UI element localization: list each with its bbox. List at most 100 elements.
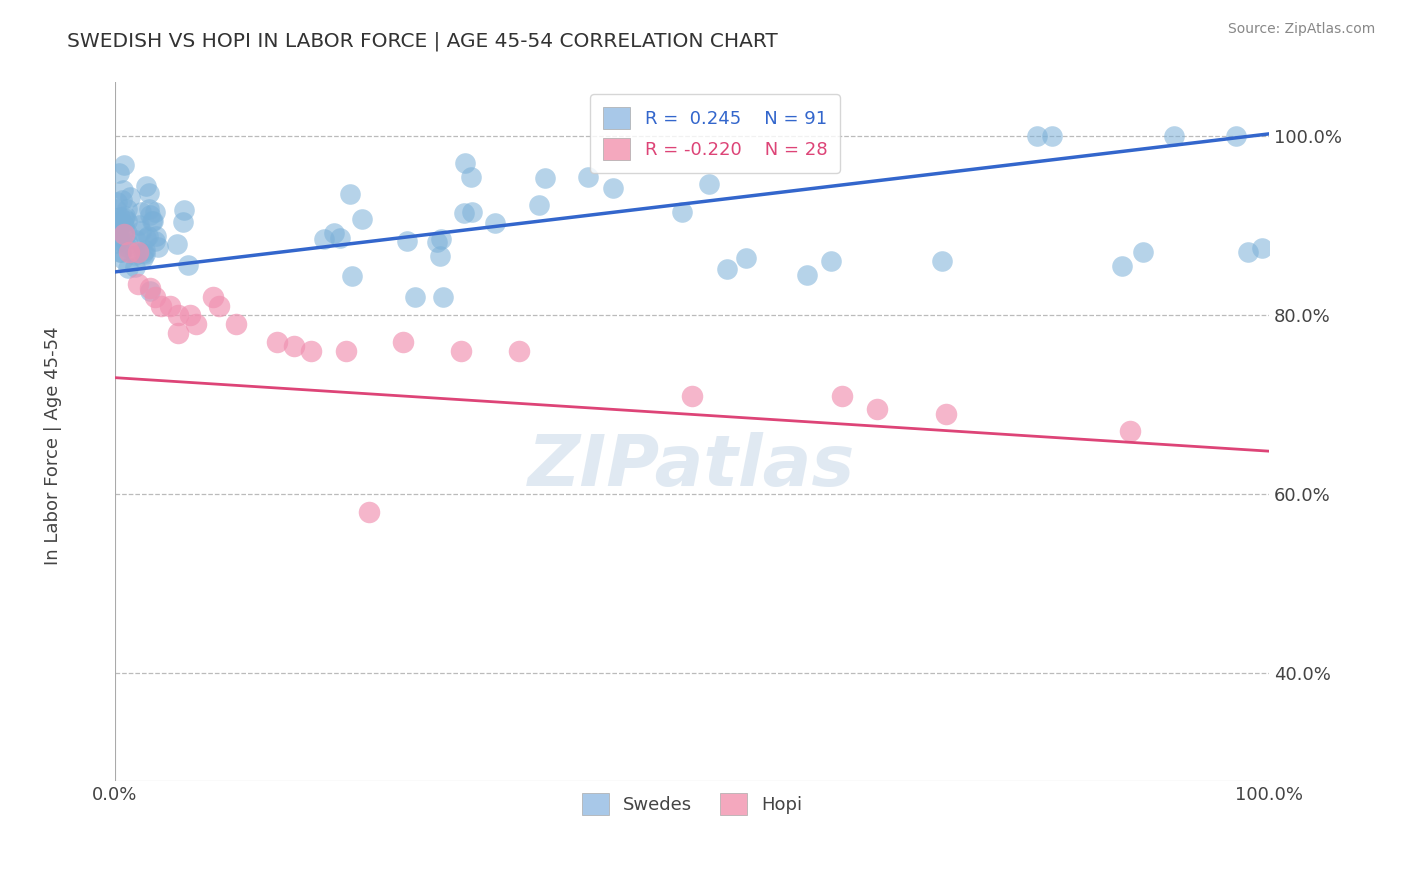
Point bbox=[138, 281, 160, 295]
Point bbox=[1119, 425, 1142, 439]
Point bbox=[112, 225, 135, 239]
Point bbox=[129, 205, 152, 219]
Point bbox=[576, 169, 599, 184]
Point bbox=[430, 232, 453, 246]
Point bbox=[112, 159, 135, 173]
Point bbox=[314, 232, 336, 246]
Point bbox=[111, 194, 134, 208]
Point bbox=[112, 211, 135, 225]
Point bbox=[145, 290, 167, 304]
Point bbox=[1237, 245, 1260, 260]
Point bbox=[716, 262, 738, 277]
Point bbox=[132, 252, 155, 266]
Point bbox=[177, 258, 200, 272]
Point bbox=[105, 194, 128, 209]
Point bbox=[107, 228, 129, 243]
Point bbox=[127, 245, 149, 260]
Point bbox=[108, 227, 131, 242]
Point bbox=[105, 235, 128, 250]
Point bbox=[1111, 259, 1133, 273]
Point bbox=[831, 388, 853, 402]
Point bbox=[508, 343, 530, 358]
Point bbox=[172, 214, 194, 228]
Point bbox=[225, 317, 247, 331]
Point bbox=[159, 299, 181, 313]
Point bbox=[681, 388, 703, 402]
Point bbox=[484, 216, 506, 230]
Point bbox=[111, 216, 134, 230]
Point bbox=[1225, 128, 1247, 143]
Point bbox=[1250, 241, 1272, 255]
Point bbox=[138, 208, 160, 222]
Point bbox=[108, 244, 131, 259]
Point bbox=[148, 240, 170, 254]
Point bbox=[453, 206, 475, 220]
Point bbox=[117, 261, 139, 276]
Point bbox=[134, 243, 156, 257]
Point bbox=[404, 290, 426, 304]
Point bbox=[104, 215, 127, 229]
Point bbox=[454, 155, 477, 169]
Point bbox=[166, 237, 188, 252]
Point bbox=[671, 204, 693, 219]
Point bbox=[339, 187, 361, 202]
Point bbox=[115, 226, 138, 240]
Point bbox=[460, 169, 482, 184]
Point bbox=[112, 183, 135, 197]
Point bbox=[118, 190, 141, 204]
Point bbox=[136, 229, 159, 244]
Point bbox=[266, 334, 288, 349]
Point bbox=[340, 268, 363, 283]
Point bbox=[931, 254, 953, 268]
Point bbox=[527, 198, 550, 212]
Point bbox=[1040, 128, 1063, 143]
Point bbox=[117, 202, 139, 216]
Point bbox=[426, 235, 449, 250]
Point bbox=[395, 234, 418, 248]
Point bbox=[335, 343, 357, 358]
Point bbox=[392, 334, 415, 349]
Point bbox=[128, 218, 150, 232]
Point bbox=[1132, 245, 1154, 260]
Point bbox=[108, 166, 131, 180]
Point bbox=[108, 233, 131, 247]
Text: ZIPatlas: ZIPatlas bbox=[529, 432, 856, 501]
Point bbox=[117, 237, 139, 252]
Point bbox=[1026, 128, 1049, 143]
Point bbox=[132, 246, 155, 260]
Point bbox=[184, 317, 207, 331]
Point bbox=[323, 227, 346, 241]
Text: SWEDISH VS HOPI IN LABOR FORCE | AGE 45-54 CORRELATION CHART: SWEDISH VS HOPI IN LABOR FORCE | AGE 45-… bbox=[67, 31, 779, 51]
Point bbox=[429, 249, 451, 263]
Point bbox=[142, 213, 165, 227]
Point bbox=[115, 214, 138, 228]
Point bbox=[820, 254, 842, 268]
Point bbox=[141, 213, 163, 227]
Text: In Labor Force | Age 45-54: In Labor Force | Age 45-54 bbox=[45, 326, 62, 566]
Point bbox=[127, 277, 149, 291]
Point bbox=[112, 227, 135, 242]
Legend: Swedes, Hopi: Swedes, Hopi bbox=[572, 784, 811, 824]
Point bbox=[735, 251, 758, 265]
Point bbox=[135, 231, 157, 245]
Point bbox=[135, 178, 157, 193]
Point bbox=[534, 170, 557, 185]
Point bbox=[138, 202, 160, 216]
Point bbox=[124, 248, 146, 262]
Point bbox=[299, 343, 322, 358]
Point bbox=[283, 339, 305, 353]
Point bbox=[143, 205, 166, 219]
Point bbox=[112, 219, 135, 233]
Point bbox=[202, 290, 225, 304]
Text: Source: ZipAtlas.com: Source: ZipAtlas.com bbox=[1227, 22, 1375, 37]
Point bbox=[105, 211, 128, 225]
Point bbox=[150, 299, 173, 313]
Point bbox=[145, 228, 167, 243]
Point bbox=[865, 402, 887, 417]
Point bbox=[124, 260, 146, 274]
Point bbox=[134, 247, 156, 261]
Point bbox=[1163, 128, 1185, 143]
Point bbox=[138, 186, 160, 200]
Point bbox=[450, 343, 472, 358]
Point bbox=[179, 308, 201, 322]
